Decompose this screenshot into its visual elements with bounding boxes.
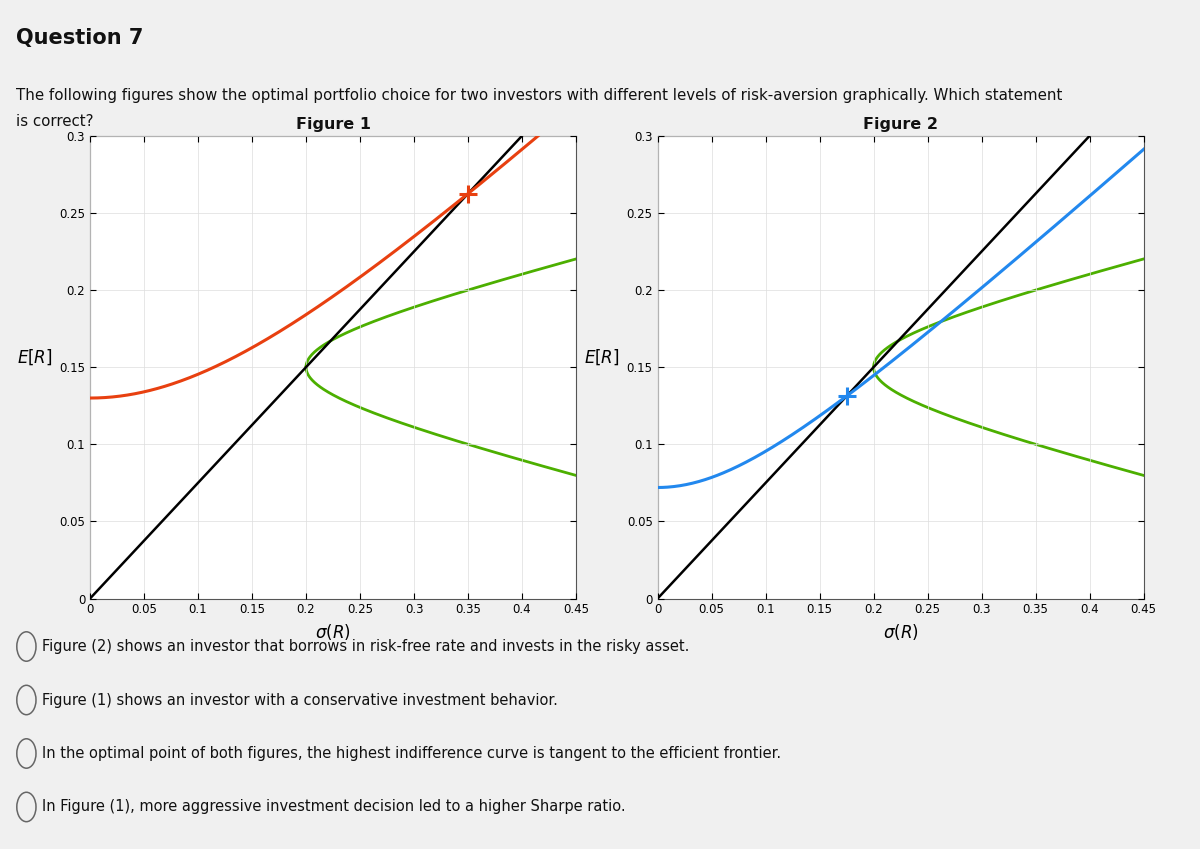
Text: In the optimal point of both figures, the highest indifference curve is tangent : In the optimal point of both figures, th… xyxy=(42,746,781,761)
Text: In Figure (1), more aggressive investment decision led to a higher Sharpe ratio.: In Figure (1), more aggressive investmen… xyxy=(42,800,625,814)
X-axis label: $\sigma(R)$: $\sigma(R)$ xyxy=(316,622,350,642)
Text: is correct?: is correct? xyxy=(16,115,94,129)
X-axis label: $\sigma(R)$: $\sigma(R)$ xyxy=(883,622,918,642)
Text: Question 7: Question 7 xyxy=(16,27,143,48)
Text: Figure (1) shows an investor with a conservative investment behavior.: Figure (1) shows an investor with a cons… xyxy=(42,693,558,707)
Text: The following figures show the optimal portfolio choice for two investors with d: The following figures show the optimal p… xyxy=(16,88,1062,104)
Text: Figure (2) shows an investor that borrows in risk-free rate and invests in the r: Figure (2) shows an investor that borrow… xyxy=(42,639,689,654)
Y-axis label: $E[R]$: $E[R]$ xyxy=(584,347,619,367)
Title: Figure 1: Figure 1 xyxy=(295,117,371,132)
Title: Figure 2: Figure 2 xyxy=(863,117,938,132)
Y-axis label: $E[R]$: $E[R]$ xyxy=(17,347,52,367)
